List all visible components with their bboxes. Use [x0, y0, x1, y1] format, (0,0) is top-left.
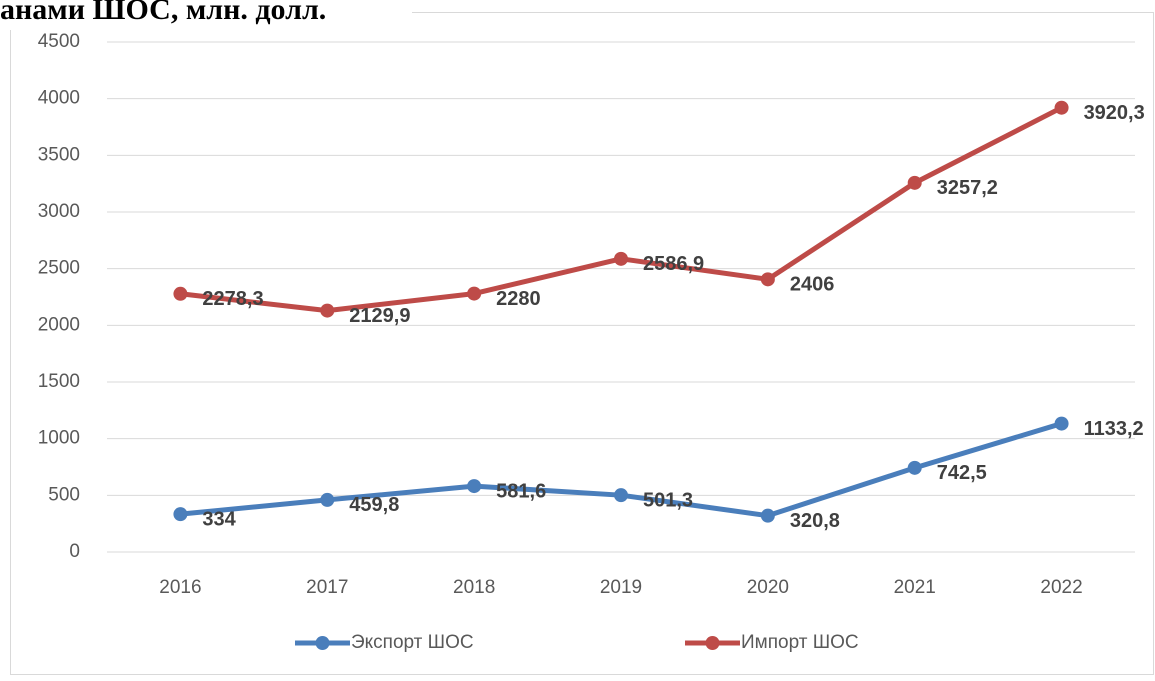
data-point — [320, 492, 335, 507]
data-label: 2280 — [496, 288, 540, 310]
data-label: 2406 — [790, 274, 835, 296]
data-point — [614, 251, 628, 266]
x-tick-label: 2021 — [894, 577, 936, 598]
data-point — [760, 508, 775, 523]
y-tick-label: 500 — [48, 484, 80, 505]
legend-marker — [315, 636, 330, 650]
chart-frame — [10, 12, 1154, 675]
legend-label: Импорт ШОС — [741, 632, 859, 653]
data-label: 1133,2 — [1084, 418, 1144, 440]
y-tick-label: 3500 — [38, 144, 80, 165]
x-tick-label: 2019 — [600, 577, 642, 598]
x-tick-label: 2018 — [453, 577, 495, 598]
data-label: 581,6 — [496, 480, 546, 502]
y-tick-label: 2000 — [38, 314, 80, 335]
y-tick-label: 4500 — [38, 31, 80, 52]
data-point — [467, 286, 482, 301]
legend-marker — [705, 636, 720, 650]
data-label: 334 — [202, 508, 236, 530]
data-point — [467, 479, 482, 494]
data-point — [1054, 416, 1069, 431]
data-label: 2278,3 — [202, 288, 263, 310]
data-point — [320, 303, 335, 318]
data-label: 501,3 — [643, 489, 693, 511]
data-label: 459,8 — [349, 494, 399, 516]
y-tick-label: 3000 — [38, 201, 80, 222]
chart-title: анами ШОС, млн. долл. — [0, 0, 326, 26]
data-label: 2586,9 — [643, 253, 704, 275]
y-tick-label: 2500 — [38, 258, 80, 279]
y-tick-label: 1500 — [38, 371, 80, 392]
data-label: 3257,2 — [937, 177, 998, 199]
data-label: 3920,3 — [1084, 102, 1145, 124]
data-point — [907, 460, 922, 475]
x-tick-label: 2017 — [306, 577, 348, 598]
data-point — [173, 507, 188, 522]
x-tick-label: 2016 — [159, 577, 201, 598]
data-point — [173, 286, 188, 301]
data-point — [614, 488, 628, 503]
series-line — [180, 105, 1063, 314]
title-background — [0, 0, 412, 30]
x-tick-label: 2022 — [1040, 577, 1082, 598]
data-label: 742,5 — [937, 462, 987, 484]
data-point — [907, 175, 922, 190]
data-label: 320,8 — [790, 510, 840, 532]
legend-label: Экспорт ШОС — [351, 632, 474, 653]
y-tick-label: 4000 — [38, 88, 80, 109]
x-tick-label: 2020 — [747, 577, 789, 598]
data-point — [1054, 100, 1069, 115]
y-tick-label: 1000 — [38, 428, 80, 449]
data-point — [760, 272, 775, 287]
data-label: 2129,9 — [349, 305, 410, 327]
y-tick-label: 0 — [69, 541, 80, 562]
